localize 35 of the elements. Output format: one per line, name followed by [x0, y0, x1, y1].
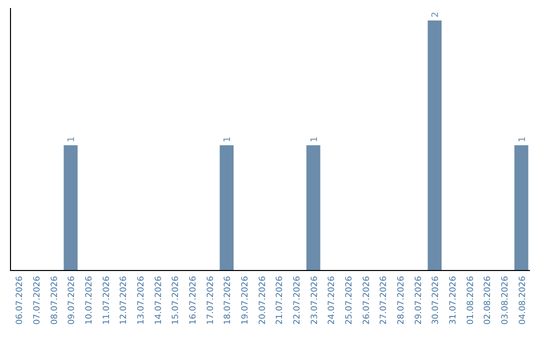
x-tick-label: 13.07.2026 — [136, 276, 146, 325]
x-tick-label: 28.07.2026 — [396, 276, 406, 325]
x-tick-label: 27.07.2026 — [379, 276, 390, 325]
x-tick-label: 26.07.2026 — [362, 276, 372, 325]
x-tick-label: 17.07.2026 — [206, 276, 216, 325]
x-tick-label: 11.07.2026 — [102, 276, 112, 325]
x-tick-label: 18.07.2026 — [223, 276, 234, 325]
x-tick-label: 15.07.2026 — [171, 276, 182, 325]
data-label: 1 — [310, 136, 320, 142]
x-tick-label: 22.07.2026 — [292, 276, 302, 325]
x-tick-label: 10.07.2026 — [84, 276, 94, 325]
x-tick-label: 04.08.2026 — [518, 276, 528, 325]
x-tick-label: 06.07.2026 — [15, 276, 26, 325]
x-tick-label: 16.07.2026 — [188, 276, 198, 325]
x-tick-label: 23.07.2026 — [310, 276, 320, 325]
x-tick-label: 14.07.2026 — [154, 276, 164, 325]
x-tick-label: 19.07.2026 — [240, 276, 250, 325]
x-tick-label: 09.07.2026 — [67, 276, 78, 325]
x-tick-label: 12.07.2026 — [119, 276, 130, 325]
x-tick-label: 20.07.2026 — [258, 276, 268, 325]
x-tick-label: 30.07.2026 — [431, 276, 442, 325]
data-label: 2 — [431, 12, 442, 18]
x-tick-label: 08.07.2026 — [50, 276, 60, 325]
data-label: 1 — [518, 136, 528, 142]
x-tick-label: 02.08.2026 — [483, 276, 494, 325]
x-tick-label: 31.07.2026 — [448, 276, 458, 325]
x-tick-label: 07.07.2026 — [32, 276, 42, 325]
x-tick-label: 03.08.2026 — [500, 276, 510, 325]
x-tick-label: 21.07.2026 — [275, 276, 286, 325]
data-label: 1 — [223, 136, 234, 142]
x-tick-label: 29.07.2026 — [414, 276, 424, 325]
x-tick-label: 24.07.2026 — [327, 276, 338, 325]
x-tick-label: 25.07.2026 — [344, 276, 354, 325]
x-tick-label: 01.08.2026 — [466, 276, 476, 325]
data-label: 1 — [67, 136, 78, 142]
